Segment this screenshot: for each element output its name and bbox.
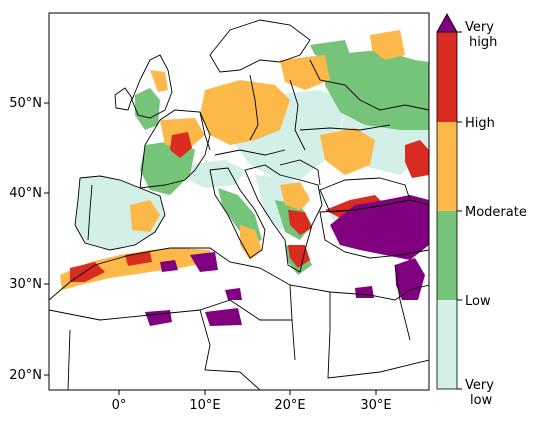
colorbar-very-high-arrow: [436, 13, 458, 33]
risk-layer: [60, 30, 429, 326]
longitude-axis: 0° 10°E 20°E 30°E: [112, 390, 392, 413]
region-very-high-sahara-1: [205, 308, 242, 326]
region-very-high-levant: [395, 258, 425, 300]
border-sahara-6: [67, 329, 71, 390]
lat-label-50: 50°N: [9, 96, 42, 111]
lon-label-10: 10°E: [189, 398, 220, 413]
region-moderate-germany: [200, 80, 290, 145]
region-high-france: [170, 132, 192, 158]
region-moderate-north-africa: [60, 248, 210, 290]
region-very-high-sahara-4: [355, 286, 374, 298]
lat-label-20: 20°N: [9, 368, 42, 383]
region-low-east: [325, 50, 429, 130]
region-high-balkans: [288, 210, 312, 235]
region-moderate-france: [160, 118, 205, 148]
border-sahara-4: [327, 292, 429, 379]
border-romania: [279, 159, 321, 186]
region-very-low-alps: [185, 160, 245, 188]
border-sahara-5: [229, 299, 292, 321]
border-baltic: [309, 59, 361, 101]
region-moderate-italy: [240, 225, 262, 260]
map-panel: 50°N 40°N 30°N 20°N 0° 10°E 20°E 30°E: [9, 12, 430, 413]
region-moderate-britain: [150, 70, 168, 92]
coast-north-africa: [49, 247, 429, 301]
region-high-east: [405, 140, 429, 178]
lat-label-40: 40°N: [9, 186, 42, 201]
borders-layer: [49, 19, 429, 390]
lat-label-30: 30°N: [9, 277, 42, 292]
border-spain-portugal: [87, 184, 93, 241]
border-sahara-1: [49, 299, 231, 321]
coast-france: [139, 109, 211, 189]
border-germany-poland: [249, 74, 259, 141]
legend-label-very-low-line2: low: [470, 393, 493, 408]
lon-label-30: 30°E: [360, 398, 391, 413]
region-very-low-iberia: [75, 176, 165, 250]
lon-label-0: 0°: [112, 398, 127, 413]
region-moderate-ukraine: [320, 128, 375, 175]
colorbar-moderate: [437, 122, 457, 211]
region-low-britain: [135, 88, 160, 130]
colorbar-very-low: [437, 300, 457, 389]
colorbar: Very high High Moderate Low Very low: [436, 13, 527, 408]
border-poland-east: [289, 79, 306, 151]
region-moderate-east: [370, 30, 405, 60]
coast-italy: [209, 167, 266, 259]
map-frame: [48, 12, 430, 391]
border-austria: [214, 149, 286, 156]
region-moderate-poland: [280, 55, 330, 90]
coast-balkans: [244, 164, 323, 273]
border-levant: [394, 264, 411, 341]
region-high-north-africa-east: [125, 252, 152, 266]
border-france-germany: [199, 111, 211, 151]
lon-label-20: 20°E: [274, 398, 305, 413]
region-moderate-iberia: [130, 200, 160, 232]
coast-ireland: [114, 87, 133, 111]
colorbar-low: [437, 211, 457, 300]
region-very-high-sahara-2: [145, 310, 172, 326]
coast-turkey: [319, 199, 429, 259]
latitude-axis: 50°N 40°N 30°N 20°N: [9, 96, 49, 383]
coast-iberia: [74, 175, 166, 251]
legend-label-very-high-line1: Very: [465, 20, 494, 35]
legend-label-very-low-line1: Very: [465, 378, 494, 393]
region-very-high-north-africa: [190, 252, 218, 272]
region-moderate-balkans: [280, 182, 310, 210]
border-sahara-7: [239, 371, 261, 390]
coast-scandinavia: [209, 19, 311, 73]
border-belarus-ukraine: [299, 124, 391, 131]
border-sahara-2: [199, 309, 241, 373]
legend-label-low: Low: [465, 294, 491, 309]
region-very-high-sahara-3: [225, 288, 242, 300]
region-very-high-turkey: [330, 195, 429, 260]
legend-label-moderate: Moderate: [465, 205, 527, 220]
region-high-north-africa-west: [70, 262, 105, 282]
legend-label-very-high-line2: high: [469, 35, 497, 50]
border-russia: [359, 99, 429, 111]
legend-label-high: High: [465, 116, 495, 131]
colorbar-high: [437, 32, 457, 122]
region-low-scandinavia: [310, 40, 350, 60]
coast-britain: [131, 54, 173, 119]
region-very-high-sahara-5: [160, 260, 178, 272]
